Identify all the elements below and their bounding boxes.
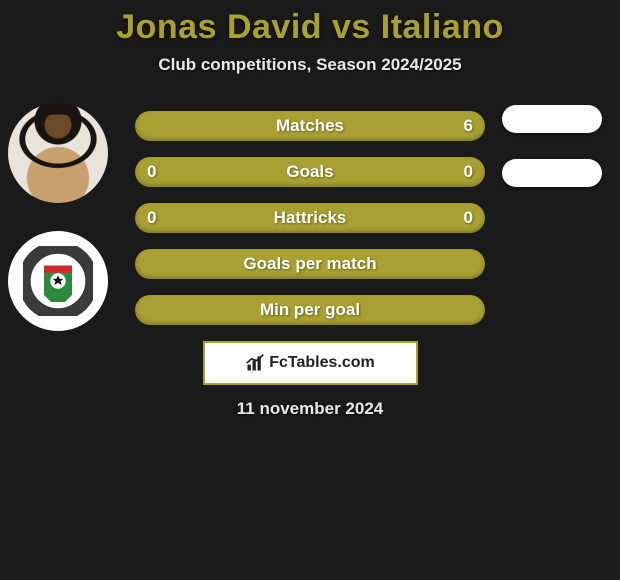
club-logo-icon: WATTENS WSG SWAROVSKI	[23, 246, 93, 316]
left-avatars: WATTENS WSG SWAROVSKI	[8, 103, 108, 331]
stats-column: Matches 6 0 Goals 0 0 Hattricks 0 Goals …	[135, 111, 485, 325]
stat-right-value: 0	[464, 162, 473, 182]
snapshot-date: 11 november 2024	[0, 399, 620, 419]
stat-label: Goals per match	[243, 254, 376, 274]
stat-row-hattricks: 0 Hattricks 0	[135, 203, 485, 233]
player2-pill-2	[502, 159, 602, 187]
stat-right-value: 0	[464, 208, 473, 228]
club-avatar: WATTENS WSG SWAROVSKI	[8, 231, 108, 331]
player-avatar	[8, 103, 108, 203]
stat-row-matches: Matches 6	[135, 111, 485, 141]
brand-chart-icon	[245, 353, 265, 373]
stat-right-value: 6	[464, 116, 473, 136]
brand-box: FcTables.com	[203, 341, 418, 385]
main-panel: WATTENS WSG SWAROVSKI	[0, 111, 620, 419]
stat-left-value: 0	[147, 208, 156, 228]
stat-row-goals-per-match: Goals per match	[135, 249, 485, 279]
comparison-title: Jonas David vs Italiano	[0, 8, 620, 47]
brand-text: FcTables.com	[269, 354, 375, 372]
stat-label: Min per goal	[260, 300, 360, 320]
stat-label: Goals	[286, 162, 333, 182]
player2-pill-1	[502, 105, 602, 133]
stat-row-goals: 0 Goals 0	[135, 157, 485, 187]
season-subtitle: Club competitions, Season 2024/2025	[0, 55, 620, 75]
stat-left-value: 0	[147, 162, 156, 182]
stat-label: Matches	[276, 116, 344, 136]
right-pills	[502, 105, 602, 213]
stat-row-min-per-goal: Min per goal	[135, 295, 485, 325]
stat-label: Hattricks	[274, 208, 347, 228]
